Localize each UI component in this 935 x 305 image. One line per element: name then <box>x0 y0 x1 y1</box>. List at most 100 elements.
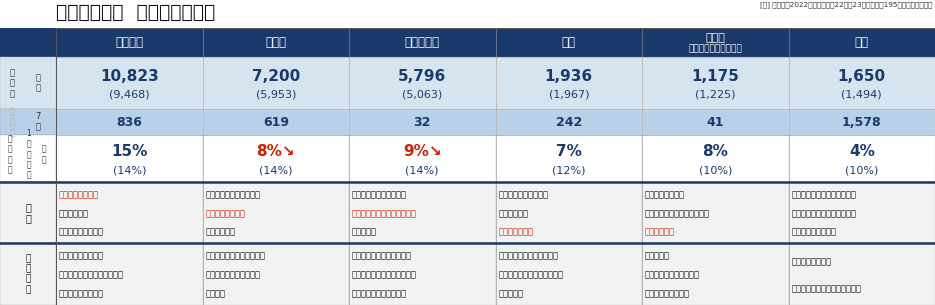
Text: 乳製品: 乳製品 <box>705 33 726 43</box>
Bar <box>0 57 56 109</box>
Text: 4%: 4% <box>849 144 874 159</box>
Bar <box>788 57 935 109</box>
Bar <box>56 57 203 109</box>
Text: 1,650: 1,650 <box>838 69 885 84</box>
Text: (9,468): (9,468) <box>109 89 150 99</box>
Bar <box>349 109 496 135</box>
Text: 5,796: 5,796 <box>398 69 446 84</box>
Text: 冷凍食品、水産缶詰: 冷凍食品、水産缶詰 <box>59 252 104 261</box>
Text: （牛乳・ヨーグルト）: （牛乳・ヨーグルト） <box>688 45 742 53</box>
Text: カカオ原料の価格高騰: カカオ原料の価格高騰 <box>498 190 549 199</box>
Bar <box>496 182 642 243</box>
Text: (14%): (14%) <box>112 165 146 175</box>
Text: チルド麺・カップ麺: チルド麺・カップ麺 <box>59 289 104 298</box>
Text: ゼリー製品: ゼリー製品 <box>498 289 524 298</box>
Text: 主な食品分野  価格改定の動向: 主な食品分野 価格改定の動向 <box>56 3 215 22</box>
Text: 物流費の上昇: 物流費の上昇 <box>498 209 528 218</box>
Bar <box>642 109 788 135</box>
Text: (14%): (14%) <box>259 165 293 175</box>
Text: 包装資材の上昇: 包装資材の上昇 <box>498 228 534 236</box>
Text: 電気・ガス代の上昇: 電気・ガス代の上昇 <box>792 228 837 236</box>
Text: (5,063): (5,063) <box>402 89 442 99</box>
Text: 9%↘: 9%↘ <box>403 144 441 159</box>
Text: 原材料価格の上昇: 原材料価格の上昇 <box>645 190 685 199</box>
Bar <box>642 182 788 243</box>
Bar <box>642 28 788 57</box>
Text: 242: 242 <box>555 116 582 128</box>
Bar <box>642 57 788 109</box>
Text: (14%): (14%) <box>406 165 439 175</box>
Bar <box>203 243 349 305</box>
Text: 32: 32 <box>413 116 431 128</box>
Text: (12%): (12%) <box>552 165 585 175</box>
Bar <box>788 182 935 243</box>
Bar <box>788 135 935 182</box>
Text: スナック・チョコレート菓子: スナック・チョコレート菓子 <box>498 271 564 279</box>
Text: 包装資材・運輸コストの上昇: 包装資材・運輸コストの上昇 <box>792 209 856 218</box>
Text: (10%): (10%) <box>698 165 732 175</box>
Text: (1,225): (1,225) <box>695 89 736 99</box>
Bar <box>0 109 56 135</box>
Text: 酒類・飲料: 酒類・飲料 <box>405 36 439 49</box>
Text: だし製品: だし製品 <box>206 289 225 298</box>
Bar <box>788 28 935 57</box>
Bar <box>349 57 496 109</box>
Text: 運送費の上昇: 運送費の上昇 <box>206 228 236 236</box>
Bar <box>496 109 642 135</box>
Text: 加工食品: 加工食品 <box>115 36 143 49</box>
Text: シリアル食品、パックごはん: シリアル食品、パックごはん <box>59 271 124 279</box>
Text: (10%): (10%) <box>845 165 879 175</box>
Text: 調理パン（サンドイッチなど）: 調理パン（サンドイッチなど） <box>792 284 861 293</box>
Text: (5,953): (5,953) <box>255 89 296 99</box>
Text: 円安による輸入コスト増: 円安による輸入コスト増 <box>352 190 407 199</box>
Bar <box>642 135 788 182</box>
Bar <box>496 57 642 109</box>
Bar <box>203 135 349 182</box>
Bar <box>349 243 496 305</box>
Text: 15%: 15% <box>111 144 148 159</box>
Bar <box>496 243 642 305</box>
Text: 物流費の上昇: 物流費の上昇 <box>59 209 89 218</box>
Text: (1,494): (1,494) <box>842 89 882 99</box>
Text: 電気・ガス代の上昇: 電気・ガス代の上昇 <box>59 228 104 236</box>
Bar <box>349 182 496 243</box>
Text: 食パン・菓子パン: 食パン・菓子パン <box>792 257 831 266</box>
Text: 41: 41 <box>707 116 724 128</box>
Bar <box>0 28 56 57</box>
Bar <box>349 28 496 57</box>
Text: 輸入ワイン・ウィスキー類: 輸入ワイン・ウィスキー類 <box>352 252 412 261</box>
Text: 缶・ペットボトルなど包装資: 缶・ペットボトルなど包装資 <box>352 209 417 218</box>
Bar <box>56 182 203 243</box>
Bar <box>496 135 642 182</box>
Bar <box>496 28 642 57</box>
Bar <box>788 243 935 305</box>
Bar <box>349 135 496 182</box>
Bar <box>642 243 788 305</box>
Text: [注] （）内は2022年の実績値。22年・23年ともに計195社の値上げ品目数: [注] （）内は2022年の実績値。22年・23年ともに計195社の値上げ品目数 <box>760 1 933 8</box>
Text: 背
景: 背 景 <box>25 202 31 223</box>
Text: 醤油、ソース、ケチャップ: 醤油、ソース、ケチャップ <box>206 252 266 261</box>
Text: 7,200: 7,200 <box>252 69 300 84</box>
Text: 値
上
げ
率: 値 上 げ 率 <box>7 135 12 174</box>
Text: 菓子: 菓子 <box>562 36 576 49</box>
Text: 乳幼児用粉ミルク類: 乳幼児用粉ミルク類 <box>645 289 690 298</box>
Text: 品
目
数: 品 目 数 <box>9 68 15 98</box>
Text: 1,175: 1,175 <box>691 69 740 84</box>
Text: 1,936: 1,936 <box>545 69 593 84</box>
Bar <box>203 182 349 243</box>
Text: 砂糖、食用油の価格高騰: 砂糖、食用油の価格高騰 <box>206 190 261 199</box>
Text: 包装資材費の上昇: 包装資材費の上昇 <box>59 190 99 199</box>
Text: パン: パン <box>855 36 869 49</box>
Bar <box>56 135 203 182</box>
Text: 10,823: 10,823 <box>100 69 159 84</box>
Text: 836: 836 <box>116 116 142 128</box>
Bar <box>203 28 349 57</box>
Text: 8%↘: 8%↘ <box>256 144 295 159</box>
Text: エナジードリンク・豆乳: エナジードリンク・豆乳 <box>352 289 407 298</box>
Text: 1,578: 1,578 <box>842 116 882 128</box>
Text: 材費の上昇: 材費の上昇 <box>352 228 377 236</box>
Text: 飼料価格高騰: 飼料価格高騰 <box>645 228 675 236</box>
Text: 発泡酒・新ジャンル・日本酒: 発泡酒・新ジャンル・日本酒 <box>352 271 417 279</box>
Bar <box>56 109 203 135</box>
Text: 7
月: 7 月 <box>36 112 41 132</box>
